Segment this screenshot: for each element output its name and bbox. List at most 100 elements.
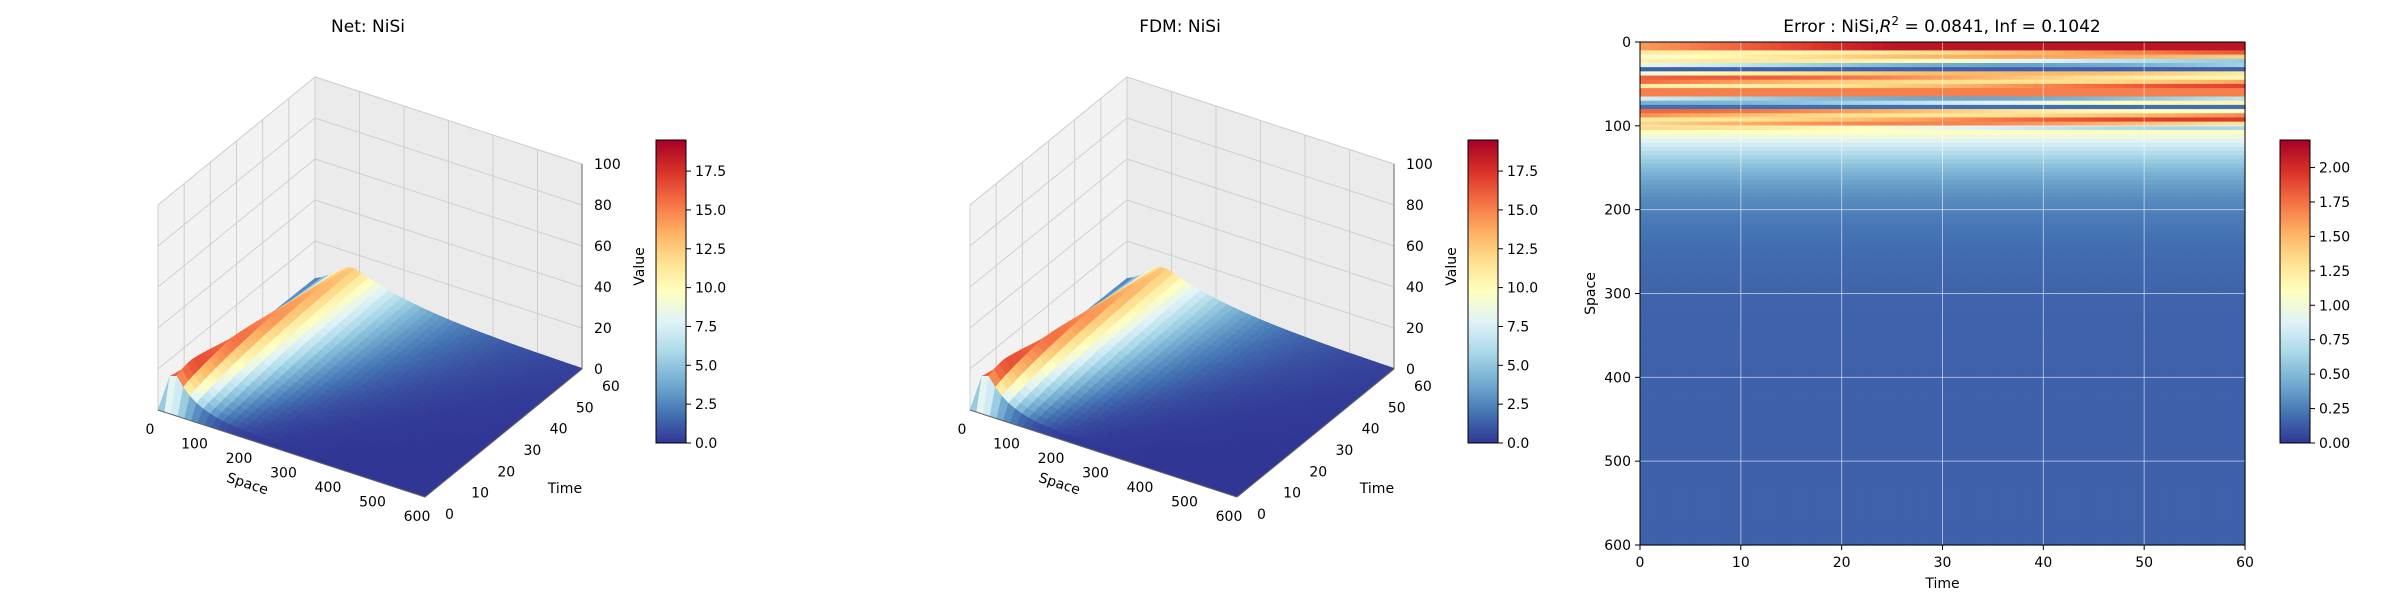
heatmap-cell xyxy=(2164,142,2176,148)
heatmap-cell xyxy=(1720,104,1732,110)
heatmap-cell xyxy=(1771,176,1782,181)
heatmap-cell xyxy=(2063,155,2075,160)
heatmap-cell xyxy=(1851,79,1863,85)
heatmap-cell xyxy=(1912,75,1923,81)
heatmap-cell xyxy=(2033,113,2044,119)
heatmap-cell xyxy=(2053,113,2065,119)
heatmap-cell xyxy=(1710,176,1722,181)
heatmap-cell xyxy=(2083,197,2095,202)
z-tick-label: 40 xyxy=(594,280,612,296)
heatmap-cell xyxy=(1750,96,1762,102)
heatmap-cell xyxy=(2144,188,2155,194)
heatmap-cell xyxy=(1730,71,1742,77)
heatmap-cell xyxy=(1730,130,1742,135)
heatmap-cell xyxy=(2043,67,2055,72)
heatmap-cell xyxy=(1660,188,1671,194)
heatmap-cell xyxy=(1720,209,1732,215)
heatmap-cell xyxy=(1922,92,1934,98)
heatmap-cell xyxy=(2003,138,2014,144)
heatmap-cell xyxy=(1670,134,1681,140)
heatmap-cell xyxy=(1730,146,1742,152)
heatmap-cell xyxy=(2103,54,2115,60)
heatmap-cell xyxy=(2103,75,2115,81)
heatmap-cell xyxy=(1841,75,1853,81)
heatmap-cell xyxy=(1670,142,1681,148)
heatmap-cell xyxy=(2033,100,2044,106)
heatmap-cell xyxy=(1771,134,1782,140)
heatmap-cell xyxy=(2063,180,2075,186)
colorbar-tick-label: 15.0 xyxy=(695,203,726,219)
heatmap-cell xyxy=(1720,71,1732,77)
heatmap-cell xyxy=(1710,142,1722,148)
heatmap-cell xyxy=(1882,42,1893,47)
heatmap-cell xyxy=(1902,109,1913,114)
heatmap-cell xyxy=(1851,96,1863,102)
heatmap-cell xyxy=(1660,88,1671,93)
heatmap-cell xyxy=(1841,159,1853,165)
heatmap-cell xyxy=(1942,83,1954,89)
heatmap-cell xyxy=(2234,171,2246,177)
heatmap-cell xyxy=(2003,100,2014,106)
heatmap-cell xyxy=(2214,171,2226,177)
heatmap-cell xyxy=(2194,150,2206,156)
heatmap-cell xyxy=(2003,134,2014,140)
heatmap-cell xyxy=(2134,159,2145,165)
heatmap-cell xyxy=(2113,188,2125,194)
heatmap-cell xyxy=(2174,150,2186,156)
heatmap-cell xyxy=(2053,130,2065,135)
heatmap-cell xyxy=(2113,197,2125,202)
heatmap-cell xyxy=(1650,155,1661,160)
heatmap-cell xyxy=(2224,67,2236,72)
heatmap-cell xyxy=(2063,71,2075,77)
heatmap-cell xyxy=(1992,155,2004,160)
heatmap-cell xyxy=(1811,142,1823,148)
heatmap-cell xyxy=(2134,171,2145,177)
heatmap-cell xyxy=(2023,201,2034,207)
heatmap-cell xyxy=(1771,142,1782,148)
heatmap-cell xyxy=(1932,62,1944,68)
heatmap-cell xyxy=(2154,150,2165,156)
heatmap-cell xyxy=(1952,96,1964,102)
heatmap-cell xyxy=(1660,159,1671,165)
heatmap-cell xyxy=(2204,146,2216,152)
heatmap-cell xyxy=(1720,67,1732,72)
heatmap-cell xyxy=(1771,104,1782,110)
heatmap-cell xyxy=(1781,184,1792,190)
heatmap-cell xyxy=(1962,159,1974,165)
heatmap-cell xyxy=(2134,167,2145,173)
heatmap-cell xyxy=(1730,92,1742,98)
heatmap-cell xyxy=(1831,142,1843,148)
heatmap-cell xyxy=(1992,146,2004,152)
heatmap-cell xyxy=(1932,188,1944,194)
heatmap-cell xyxy=(1650,180,1661,186)
heatmap-cell xyxy=(1982,54,1994,60)
heatmap-cell xyxy=(1821,130,1833,135)
heatmap-cell xyxy=(2164,71,2176,77)
heatmap-cell xyxy=(2103,134,2115,140)
heatmap-cell xyxy=(1912,50,1923,56)
heatmap-cell xyxy=(1972,201,1984,207)
heatmap-cell xyxy=(1861,54,1873,60)
heatmap-cell xyxy=(1740,209,1752,215)
heatmap-cell xyxy=(1982,117,1994,123)
heatmap-cell xyxy=(2224,54,2236,60)
heatmap-cell xyxy=(2113,104,2125,110)
y-tick-label: 40 xyxy=(550,422,568,438)
heatmap-cell xyxy=(2063,79,2075,85)
heatmap-cell xyxy=(2144,163,2155,169)
heatmap-cell xyxy=(2154,197,2165,202)
heatmap-cell xyxy=(1982,201,1994,207)
heatmap-cell xyxy=(1902,125,1913,131)
heatmap-cell xyxy=(2194,83,2206,89)
heatmap-cell xyxy=(1700,171,1712,177)
heatmap-cell xyxy=(2073,71,2085,77)
y-tick-label: 10 xyxy=(471,486,489,502)
heatmap-cell xyxy=(1821,188,1833,194)
heatmap-cell xyxy=(1640,54,1651,60)
heatmap-cell xyxy=(1720,58,1732,64)
heatmap-cell xyxy=(1861,192,1873,198)
heatmap-cell xyxy=(2003,192,2014,198)
heatmap-cell xyxy=(1660,109,1671,114)
heatmap-cell xyxy=(2224,42,2236,47)
